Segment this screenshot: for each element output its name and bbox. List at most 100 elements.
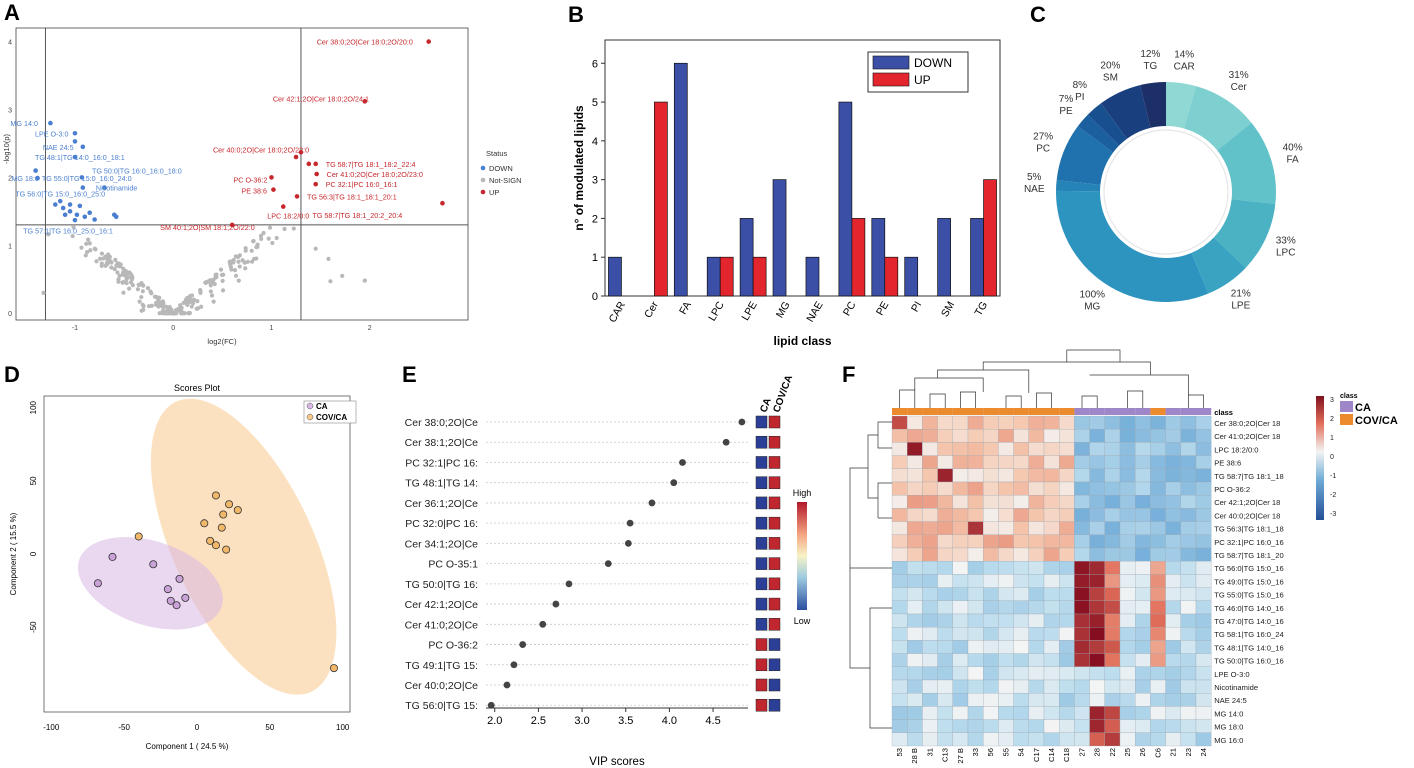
x-tick-label: LPE — [739, 300, 759, 323]
label-up: TG 56:3|TG 18:1_18:1_20:1 — [307, 192, 397, 201]
slice-label-pe: 7% PE — [1059, 94, 1074, 117]
heat-box-cov — [768, 678, 781, 692]
heatmap-cell — [1150, 653, 1166, 667]
heatmap-cell — [1013, 415, 1029, 430]
heatmap-cell — [1135, 495, 1151, 509]
heatmap-cell — [1013, 561, 1029, 575]
heatmap-cell — [1150, 547, 1166, 562]
heatmap-cell — [1165, 508, 1181, 522]
heatmap-cell — [967, 587, 984, 601]
heatmap-cell — [1180, 521, 1197, 535]
heatmap-cell — [1150, 679, 1166, 694]
row-label: TG 55:0|TG 15:0_16 — [1214, 591, 1284, 600]
point-not-sign — [187, 310, 193, 316]
heat-box-cov — [768, 476, 781, 489]
heatmap-cell — [967, 495, 984, 509]
slice-label-cer: 31% Cer — [1229, 70, 1249, 93]
panel-c-donut-chart: 14% CAR 31% Cer 40% FA 33% LPC 21% LPE 100% MG 5% NAE… — [1024, 49, 1303, 313]
slice-label-nae: 5% NAE — [1024, 172, 1045, 195]
row-label: Nicotinamide — [1214, 683, 1258, 692]
heatmap-cell — [1165, 521, 1181, 535]
bar-down — [608, 256, 622, 297]
heatmap-cell — [907, 574, 923, 588]
y-tick-label: 5 — [592, 97, 598, 109]
point-not-sign — [219, 272, 225, 278]
point-down — [79, 175, 85, 180]
point-ca — [93, 579, 102, 588]
heatmap-cell — [1180, 732, 1197, 747]
point-not-sign — [116, 279, 121, 284]
colorbar-tick: 3 — [1330, 397, 1334, 404]
heatmap-cell — [1043, 468, 1060, 483]
point-ca — [172, 601, 181, 610]
class-bar-cell — [968, 408, 984, 415]
heatmap-cell — [1059, 455, 1075, 469]
heatmap-cell — [1195, 468, 1212, 483]
class-bar-cell — [937, 408, 953, 415]
point-down — [72, 130, 78, 136]
point-not-sign — [99, 251, 105, 256]
heatmap-cell — [1195, 442, 1212, 456]
class-bar-cell — [907, 408, 923, 415]
point-up — [294, 194, 300, 199]
class-bar-cell — [1135, 408, 1151, 415]
heatmap-cell — [1028, 574, 1045, 588]
legend-swatch — [872, 72, 910, 87]
point-not-sign — [121, 266, 126, 271]
point-up — [269, 175, 274, 180]
heatmap-cell — [1195, 613, 1212, 628]
heatmap-cell — [983, 613, 999, 628]
heatmap-cell — [1104, 732, 1121, 747]
heatmap-cell — [967, 653, 984, 667]
heatmap-cell — [891, 627, 908, 641]
heatmap-cell — [967, 468, 984, 483]
legend-dot — [480, 177, 486, 183]
column-label: C13 — [941, 748, 950, 762]
heatmap-cell — [922, 666, 938, 681]
heatmap-cell — [983, 600, 999, 615]
heatmap-cell — [1180, 640, 1197, 654]
point-not-sign — [249, 248, 254, 253]
heatmap-cell — [983, 679, 999, 694]
heatmap-cell — [907, 429, 923, 443]
point-up — [314, 171, 319, 177]
row-label: Cer 38:0;2O|Cer 18 — [1214, 419, 1280, 428]
heatmap-cell — [1180, 706, 1197, 720]
class-legend-cov: COV/CA — [1355, 415, 1398, 427]
column-label: 27 — [1077, 748, 1086, 756]
bar-up — [654, 101, 668, 297]
vip-point — [648, 499, 656, 507]
heatmap-cell — [1013, 666, 1029, 681]
heatmap-cell — [1119, 561, 1136, 575]
heatmap-cell — [952, 455, 969, 469]
donut-slice-pe — [1077, 114, 1120, 153]
heatmap-cell — [1013, 547, 1029, 562]
heatmap-cell — [891, 547, 908, 562]
point-not-sign — [124, 281, 129, 286]
y-tick-label: 4 — [592, 136, 598, 148]
heatmap-cell — [952, 468, 969, 483]
heatmap-cell — [998, 693, 1014, 707]
heatmap-cell — [1104, 561, 1121, 575]
heatmap-cell — [1013, 653, 1029, 667]
heatmap-cell — [1104, 534, 1121, 549]
class-bar-cell — [952, 408, 968, 415]
heatmap-cell — [1119, 679, 1136, 694]
heatmap-cell — [1074, 706, 1090, 720]
heatmap-cell — [1028, 719, 1045, 733]
heatmap-cell — [1165, 534, 1181, 549]
feature-label: PC 32:1|PC 16: — [405, 457, 478, 469]
y-tick-label: 100 — [29, 400, 38, 414]
heatmap-cell — [1043, 600, 1060, 615]
heatmap-cell — [1165, 481, 1181, 496]
column-label: C18 — [1062, 748, 1071, 762]
heat-box-cov — [768, 435, 781, 449]
heatmap-cell — [891, 415, 908, 430]
point-not-sign — [124, 274, 129, 279]
column-label: 27 B — [956, 748, 965, 764]
heatmap-cell — [1135, 415, 1151, 430]
heatmap-cell — [891, 600, 908, 615]
heatmap-cell — [998, 561, 1014, 575]
heatmap-cell — [1013, 679, 1029, 694]
